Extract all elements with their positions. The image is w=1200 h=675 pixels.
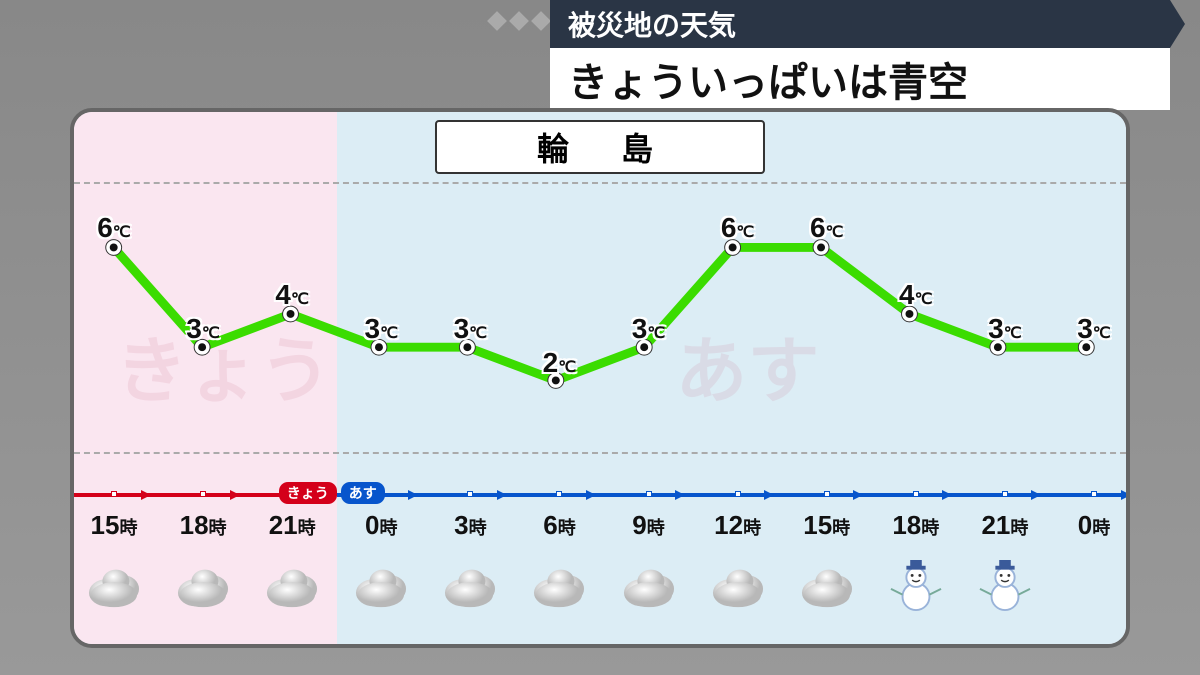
axis-tag-tomorrow: あす (341, 482, 385, 504)
temp-label: 6℃ (97, 212, 131, 244)
header: 被災地の天気 きょういっぱいは青空 (550, 0, 1170, 110)
time-label: 18時 (180, 510, 227, 541)
header-title: きょういっぱいは青空 (550, 48, 1170, 110)
time-label: 3時 (454, 510, 486, 541)
weather-chart-panel: きょう あす 6℃ 3℃ 4℃ 3℃ 3℃ 2℃ 3℃ 6℃ 6℃ 4℃ 3℃ 3℃ 輪 島 きょうあ… (70, 108, 1130, 648)
temp-label: 4℃ (899, 279, 933, 311)
temp-label: 3℃ (1077, 313, 1111, 345)
cloud-icon (350, 560, 412, 617)
snowman-icon (974, 560, 1036, 617)
time-label: 15時 (91, 510, 138, 541)
time-label: 21時 (981, 510, 1028, 541)
cloud-icon (528, 560, 590, 617)
axis-tag-today: きょう (279, 482, 337, 504)
cloud-icon (618, 560, 680, 617)
temp-label: 2℃ (543, 347, 577, 379)
cloud-icon (261, 560, 323, 617)
time-label: 0時 (365, 510, 397, 541)
time-label: 0時 (1078, 510, 1110, 541)
header-decor-diamonds (490, 14, 548, 28)
time-axis: きょうあす (74, 490, 1126, 508)
time-label: 21時 (269, 510, 316, 541)
chart-location-title: 輪 島 (435, 120, 765, 174)
temp-label: 3℃ (454, 313, 488, 345)
temp-label: 3℃ (988, 313, 1022, 345)
time-label: 9時 (632, 510, 664, 541)
temp-label: 3℃ (186, 313, 220, 345)
time-label: 15時 (803, 510, 850, 541)
cloud-icon (707, 560, 769, 617)
cloud-icon (796, 560, 858, 617)
cloud-icon (83, 560, 145, 617)
cloud-icon (439, 560, 501, 617)
temp-label: 3℃ (632, 313, 666, 345)
time-label: 18時 (892, 510, 939, 541)
temp-label: 6℃ (810, 212, 844, 244)
temp-label: 3℃ (364, 313, 398, 345)
temp-label: 4℃ (275, 279, 309, 311)
time-label: 12時 (714, 510, 761, 541)
cloud-icon (172, 560, 234, 617)
header-category: 被災地の天気 (550, 0, 1170, 48)
temp-label: 6℃ (721, 212, 755, 244)
time-label: 6時 (543, 510, 575, 541)
snowman-icon (885, 560, 947, 617)
